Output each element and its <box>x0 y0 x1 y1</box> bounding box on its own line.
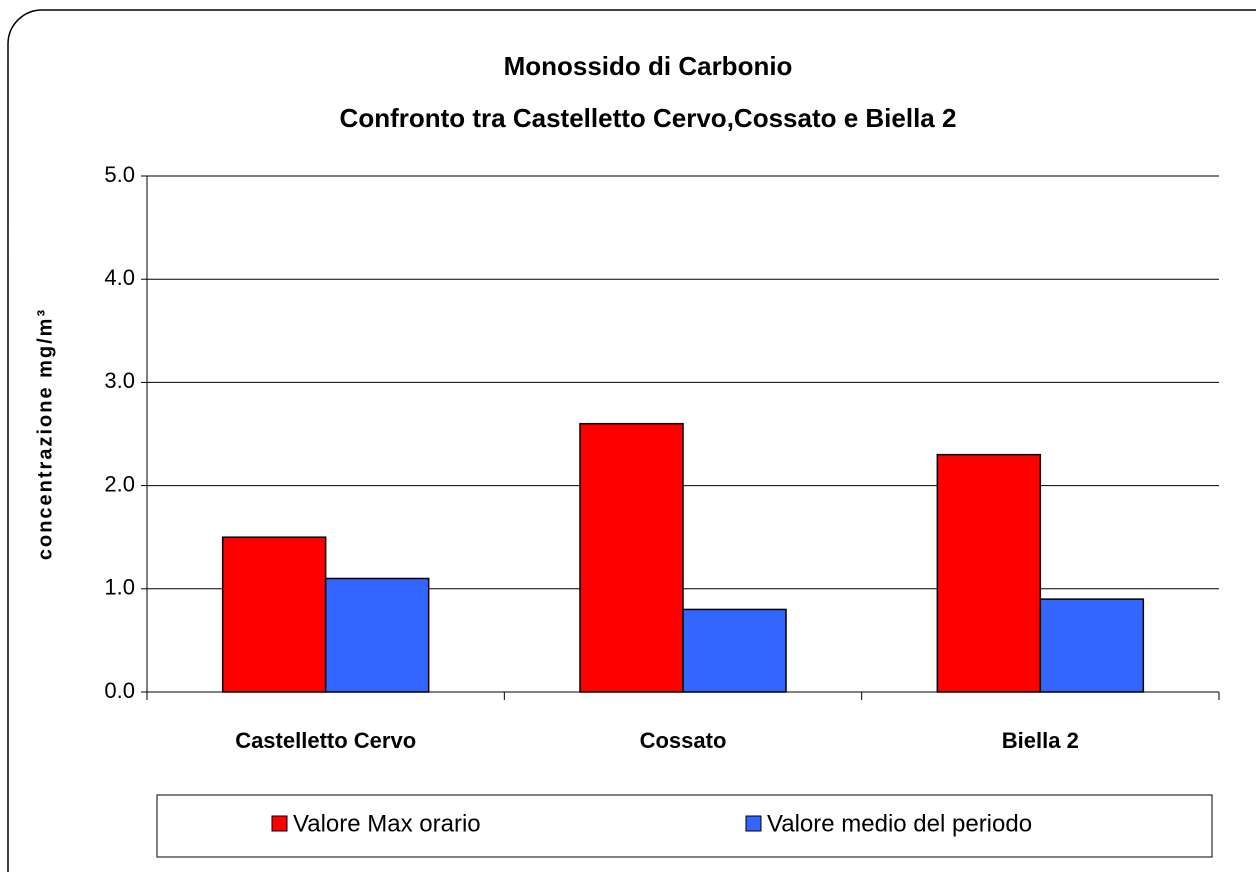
legend-swatch <box>271 815 288 832</box>
y-tick-label: 5.0 <box>104 162 135 187</box>
bar <box>579 422 684 693</box>
bar <box>324 577 430 693</box>
x-tick-label: Biella 2 <box>1002 728 1079 753</box>
y-tick-label: 4.0 <box>104 265 135 290</box>
bar <box>682 608 787 693</box>
legend-label: Valore Max orario <box>293 810 481 837</box>
chart-subtitle: Confronto tra Castelletto Cervo,Cossato … <box>340 103 957 133</box>
legend <box>156 794 1213 858</box>
y-axis-label: concentrazione mg/m³ <box>34 308 56 560</box>
y-tick-label: 2.0 <box>104 471 135 496</box>
chart-title: Monossido di Carbonio <box>504 51 793 81</box>
y-tick-label: 1.0 <box>104 575 135 600</box>
y-tick-label: 3.0 <box>104 368 135 393</box>
legend-swatch <box>745 815 762 832</box>
bar <box>221 536 327 693</box>
x-tick-label: Castelletto Cervo <box>235 728 416 753</box>
legend-label: Valore medio del periodo <box>767 810 1032 837</box>
bar <box>936 453 1042 693</box>
x-tick-label: Cossato <box>640 728 727 753</box>
y-tick-label: 0.0 <box>104 678 135 703</box>
bar <box>1039 598 1145 693</box>
